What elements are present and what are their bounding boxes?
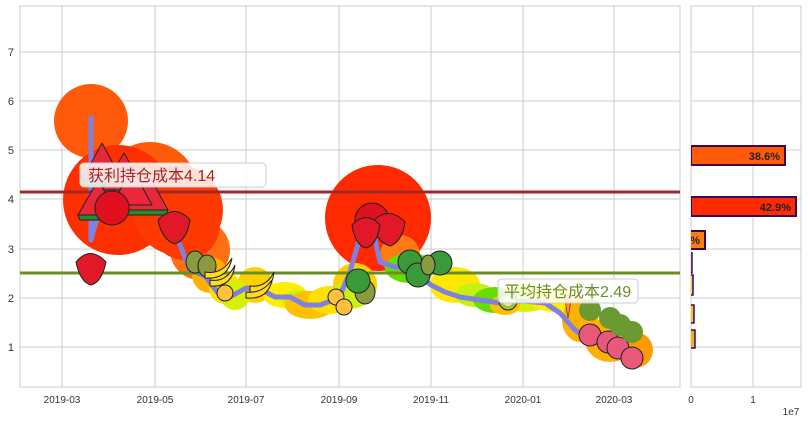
strawberry-icon (371, 213, 406, 247)
svg-text:2019-03: 2019-03 (44, 395, 81, 406)
apple-icon (94, 190, 130, 226)
svg-text:获利持仓成本4.14: 获利持仓成本4.14 (88, 167, 215, 185)
banana-icon (209, 264, 236, 287)
banana-icon (204, 257, 233, 279)
svg-text:2019-09: 2019-09 (321, 395, 358, 406)
bar-42-9 (691, 196, 797, 217)
svg-text:2019-11: 2019-11 (413, 395, 449, 406)
svg-text:%: % (690, 235, 700, 247)
bar-38-6 (691, 145, 786, 166)
svg-text:1e7: 1e7 (783, 407, 800, 418)
side-x-axis-labels: 0 1 1e7 (688, 395, 800, 418)
bar-small-2 (691, 252, 693, 274)
svg-text:2019-05: 2019-05 (137, 395, 174, 406)
svg-text:5: 5 (8, 145, 14, 157)
svg-text:1: 1 (8, 342, 14, 354)
strawberry-icon (157, 211, 191, 245)
x-axis-labels: 2019-03 2019-05 2019-07 2019-09 2019-11 … (44, 395, 633, 406)
y-axis-labels: 7 6 5 4 3 2 1 (8, 47, 14, 354)
bar-small-3 (691, 274, 694, 296)
orange-icon (216, 284, 234, 302)
svg-text:0: 0 (688, 395, 694, 406)
svg-text:平均持仓成本2.49: 平均持仓成本2.49 (504, 283, 631, 301)
bar-small-5 (691, 329, 696, 349)
distribution-panel: 38.6% 42.9% % 0 1 1e7 (688, 5, 802, 418)
pear-icon (420, 254, 436, 276)
strawberry-icon (351, 217, 381, 249)
profit-cost-annotation: 获利持仓成本4.14 (79, 162, 267, 188)
svg-text:2020-01: 2020-01 (505, 395, 542, 406)
strawberry-icon (75, 253, 107, 286)
main-plot: 获利持仓成本4.14 平均持仓成本2.49 7 6 5 4 3 2 1 2019… (8, 5, 681, 406)
svg-text:7: 7 (8, 47, 14, 59)
svg-text:1: 1 (750, 395, 756, 406)
bar-small-4 (691, 304, 695, 324)
bar-small-1 (691, 230, 706, 250)
watermelon-icon (345, 268, 371, 294)
svg-text:42.9%: 42.9% (760, 202, 791, 214)
fruit-markers (75, 141, 644, 370)
svg-text:2: 2 (8, 293, 14, 305)
distribution-bars: 38.6% 42.9% % (690, 145, 797, 349)
banana-icon (245, 279, 273, 299)
svg-text:2019-07: 2019-07 (228, 395, 265, 406)
svg-text:6: 6 (8, 96, 14, 108)
orange-icon (335, 298, 353, 316)
svg-text:2020-03: 2020-03 (596, 395, 633, 406)
svg-text:4: 4 (8, 194, 14, 206)
radish-icon (578, 299, 644, 370)
avg-cost-annotation: 平均持仓成本2.49 (497, 278, 639, 304)
svg-text:3: 3 (8, 244, 14, 256)
svg-text:38.6%: 38.6% (749, 151, 780, 163)
